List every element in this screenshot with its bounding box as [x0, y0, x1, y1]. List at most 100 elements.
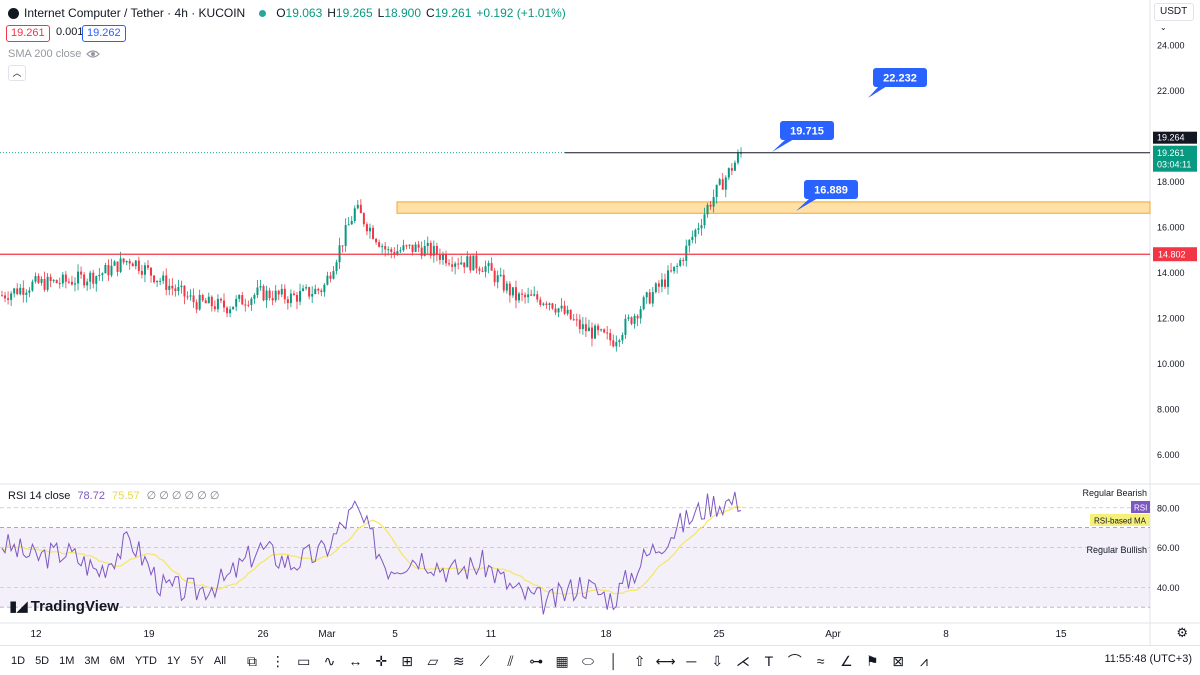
- vertical-line-icon[interactable]: │: [609, 653, 619, 669]
- crosshair-icon[interactable]: ✛: [375, 652, 388, 669]
- collapse-legend-button[interactable]: ︿: [8, 65, 26, 81]
- date-tick-label: Apr: [825, 629, 841, 640]
- horizontal-line-icon[interactable]: ─: [686, 653, 697, 669]
- candle-body: [563, 305, 566, 314]
- candle-body: [55, 280, 58, 284]
- candle-body: [186, 296, 189, 298]
- clock[interactable]: 11:55:48 (UTC+3): [1104, 653, 1192, 665]
- date-tick-label: 25: [713, 629, 725, 640]
- polyline-icon[interactable]: ⋌: [736, 652, 751, 669]
- range-button[interactable]: 1M: [59, 654, 75, 667]
- ohlc-h-value: 19.265: [335, 6, 373, 20]
- range-button[interactable]: 1D: [11, 654, 26, 667]
- range-icon[interactable]: ↔: [348, 653, 363, 669]
- chevron-up-icon: ︿: [12, 68, 22, 78]
- range-button[interactable]: 6M: [109, 654, 125, 667]
- candle-body: [490, 263, 493, 271]
- candle-body: [37, 276, 40, 283]
- text-icon[interactable]: T: [764, 653, 774, 669]
- candle-body: [505, 283, 508, 291]
- candle-body: [688, 239, 691, 246]
- buy-price-button[interactable]: 19.262: [82, 25, 126, 42]
- ellipse-icon[interactable]: ⬭: [581, 652, 594, 669]
- range-button[interactable]: 3M: [84, 654, 100, 667]
- trendline-icon[interactable]: ⟋: [479, 652, 490, 669]
- candle-body: [165, 275, 168, 290]
- symbol-title[interactable]: Internet Computer / Tether · 4h · KUCOIN: [24, 6, 246, 20]
- candle-body: [454, 263, 457, 267]
- candle-body: [280, 288, 283, 295]
- ohlc-o-value: 19.063: [285, 6, 323, 20]
- candle-body: [219, 298, 222, 301]
- sell-price-button[interactable]: 19.261: [6, 25, 50, 42]
- candle-body: [530, 294, 533, 296]
- wave-icon[interactable]: ≈: [816, 653, 825, 669]
- arrow-down-icon[interactable]: ⇩: [711, 652, 724, 669]
- candle-body: [295, 295, 298, 302]
- parallel-channel-icon[interactable]: ⫽: [507, 652, 514, 669]
- candle-body: [247, 304, 250, 306]
- range-button[interactable]: 1Y: [166, 654, 181, 667]
- ohlc-o-label: O: [276, 6, 286, 20]
- candle-body: [639, 309, 642, 319]
- candle-body: [229, 309, 232, 314]
- candle-body: [22, 287, 25, 295]
- callout-box: [780, 121, 834, 140]
- eye-icon[interactable]: [86, 49, 101, 59]
- sma-legend[interactable]: SMA 200 close: [8, 48, 101, 60]
- regression-icon[interactable]: ⊶: [529, 652, 544, 669]
- range-button[interactable]: 5D: [35, 654, 50, 667]
- range-button[interactable]: All: [213, 654, 227, 667]
- candle-body: [110, 265, 113, 276]
- candle-body: [730, 168, 733, 171]
- date-tick-label: 5: [392, 629, 398, 640]
- crosshair-price-label: 19.264: [1157, 133, 1185, 143]
- resistance-zone: [396, 201, 1151, 214]
- arrow-up-icon[interactable]: ⇧: [633, 652, 646, 669]
- candle-body: [557, 308, 560, 313]
- rsi-line: [1, 491, 742, 615]
- candle-body: [320, 290, 323, 293]
- candle-body: [244, 304, 247, 306]
- callout-pointer: [772, 139, 794, 152]
- candle-body: [335, 262, 338, 272]
- price-axis[interactable]: 24.000 22.000 18.000 16.000 14.000 12.000 10.0…: [1157, 40, 1185, 460]
- candle-body: [223, 300, 226, 308]
- dotted-separator[interactable]: ⋮: [270, 652, 285, 669]
- candle-body: [381, 246, 384, 248]
- table-icon[interactable]: ▦: [555, 652, 569, 669]
- rsi-legend[interactable]: RSI 14 close 78.72 75.57 ∅ ∅ ∅ ∅ ∅ ∅: [8, 489, 219, 502]
- candle-body: [685, 245, 688, 261]
- icp-logo-icon: [8, 7, 19, 19]
- calendar-range-icon[interactable]: ⧉: [247, 652, 257, 669]
- callout-pointer: [868, 86, 887, 98]
- curve-icon[interactable]: ⌒: [787, 653, 802, 669]
- settings-gear-icon[interactable]: ⚙: [1176, 625, 1188, 640]
- path-icon[interactable]: ∿: [323, 652, 336, 669]
- candle-body: [566, 309, 569, 314]
- callout-icon[interactable]: ▱: [427, 652, 439, 669]
- candle-body: [13, 288, 16, 294]
- candle-body: [153, 275, 156, 283]
- range-button[interactable]: YTD: [134, 654, 157, 667]
- currency-select[interactable]: USDT ⌄: [1154, 3, 1194, 32]
- horizontal-range-icon[interactable]: ⟷: [655, 652, 676, 669]
- candle-body: [706, 204, 709, 215]
- candle-body: [98, 275, 101, 277]
- pattern-icon[interactable]: ≋: [452, 652, 465, 669]
- rectangle-icon[interactable]: ▭: [297, 652, 311, 669]
- elliott-icon[interactable]: ⩘: [919, 652, 928, 669]
- flag-icon[interactable]: ⚑: [865, 652, 879, 669]
- candle-body: [590, 327, 593, 339]
- candle-body: [709, 204, 712, 207]
- candle-body: [80, 271, 83, 275]
- candle-body: [16, 288, 19, 295]
- candle-body: [536, 294, 539, 300]
- gann-icon[interactable]: ⊠: [892, 652, 904, 669]
- angle-icon[interactable]: ∠: [840, 652, 853, 669]
- date-axis[interactable]: 12 19 26 Mar 5 11 18 25 Apr 8 15: [30, 629, 1067, 640]
- tradingview-brand[interactable]: ▮◢ TradingView: [9, 597, 119, 616]
- range-button[interactable]: 5Y: [190, 654, 204, 667]
- grid-box-icon[interactable]: ⊞: [401, 652, 413, 669]
